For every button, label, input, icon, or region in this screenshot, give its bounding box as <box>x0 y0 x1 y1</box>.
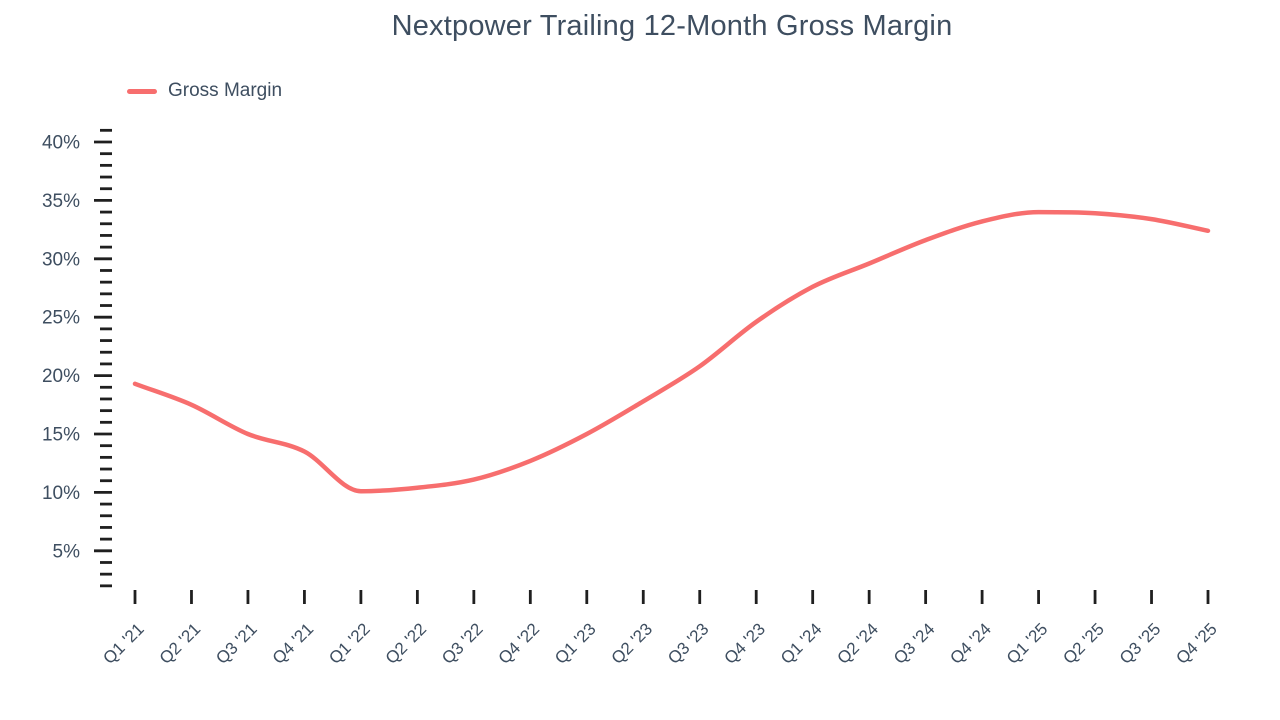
legend: Gross Margin <box>127 80 282 102</box>
chart-title: Nextpower Trailing 12-Month Gross Margin <box>391 10 953 42</box>
y-tick-label: 25% <box>42 308 80 329</box>
x-tick-label: Q4 '24 <box>946 619 994 667</box>
x-tick-label: Q2 '22 <box>382 619 430 667</box>
y-tick-label: 35% <box>42 191 80 212</box>
x-tick-label: Q1 '22 <box>325 619 373 667</box>
x-tick-label: Q2 '24 <box>834 619 882 667</box>
x-tick-label: Q3 '24 <box>890 619 938 667</box>
x-tick-label: Q2 '21 <box>156 619 204 667</box>
legend-line-swatch-icon <box>127 88 157 94</box>
y-tick-label: 20% <box>42 366 80 387</box>
x-tick-label: Q3 '22 <box>438 619 486 667</box>
x-tick-label: Q1 '25 <box>1003 619 1051 667</box>
x-tick-label: Q3 '25 <box>1116 619 1164 667</box>
x-tick-label: Q4 '22 <box>495 619 543 667</box>
x-tick-label: Q4 '25 <box>1172 619 1220 667</box>
x-tick-label: Q4 '23 <box>721 619 769 667</box>
y-tick-label: 30% <box>42 249 80 270</box>
y-tick-label: 40% <box>42 133 80 154</box>
x-tick-label: Q1 '21 <box>99 619 147 667</box>
legend-label: Gross Margin <box>168 80 283 101</box>
x-tick-label: Q3 '21 <box>212 619 260 667</box>
x-tick-label: Q2 '25 <box>1059 619 1107 667</box>
x-axis: Q1 '21 Q2 '21 Q3 '21 Q4 '21 Q1 '22 Q2 '22 Q3 '… <box>99 590 1221 668</box>
x-tick-label: Q3 '23 <box>664 619 712 667</box>
x-tick-label: Q1 '24 <box>777 619 825 667</box>
y-tick-label: 5% <box>53 541 81 562</box>
y-tick-label: 10% <box>42 483 80 504</box>
gross-margin-line <box>132 209 1211 494</box>
y-axis: 5% 10% 15% 20% 25% 30% 35% 40% <box>42 128 112 588</box>
x-tick-label: Q1 '23 <box>551 619 599 667</box>
x-tick-label: Q4 '21 <box>269 619 317 667</box>
x-tick-label: Q2 '23 <box>608 619 656 667</box>
y-tick-label: 15% <box>42 425 80 446</box>
